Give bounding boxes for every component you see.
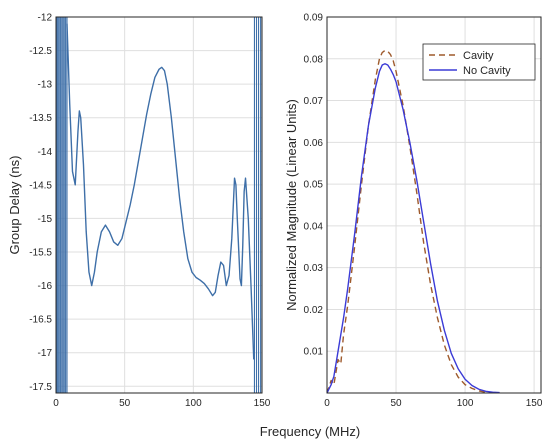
y-tick-label: 0.07 (304, 96, 324, 107)
y-tick-label: 0.04 (304, 221, 324, 232)
series-line-0 (66, 23, 255, 360)
y-tick-label: 0.06 (304, 138, 324, 149)
legend-box (422, 43, 536, 81)
y-tick-label: -13 (38, 80, 53, 91)
magnitude-plot: 0 50 100 150 0.01 0.02 0.03 0.04 0.05 0.06 0.07 0.0… (284, 13, 543, 410)
legend-label: No Cavity (463, 65, 511, 77)
group-delay-plot: 0 50 100 150 -12 -12.5 -13 -13.5 -14 -14.5 -15 -15.… (7, 13, 271, 410)
plot-frame (326, 16, 542, 394)
x-tick-label: 150 (526, 398, 543, 409)
y-tick-label: -12.5 (29, 46, 52, 57)
y-tick-label: -14 (38, 147, 53, 158)
y-tick-label: 0.05 (304, 180, 324, 191)
y-tick-label: 0.08 (304, 54, 324, 65)
x-tick-label: 150 (254, 398, 271, 409)
x-tick-label: 0 (324, 398, 330, 409)
x-tick-label: 100 (457, 398, 474, 409)
y-tick-label: 0.02 (304, 305, 324, 316)
plot-frame (55, 16, 263, 394)
x-tick-label: 50 (390, 398, 402, 409)
y-tick-label: -16.5 (29, 315, 52, 326)
plot-area (56, 17, 262, 393)
legend-label: Cavity (463, 50, 494, 62)
y-tick-label: 0.01 (304, 347, 324, 358)
x-tick-label: 100 (185, 398, 202, 409)
y-axis-label: Normalized Magnitude (Linear Units) (284, 99, 299, 311)
y-tick-label: -14.5 (29, 180, 52, 191)
y-tick-label: -15 (38, 214, 53, 225)
y-tick-label: -12 (38, 13, 53, 24)
x-tick-label: 50 (119, 398, 131, 409)
y-tick-label: -13.5 (29, 113, 52, 124)
x-axis-label: Frequency (MHz) (260, 424, 360, 439)
x-tick-label: 0 (53, 398, 59, 409)
series-line-cavity (327, 49, 500, 393)
y-tick-label: 0.09 (304, 13, 324, 24)
y-tick-label: -16 (38, 281, 53, 292)
y-tick-label: -15.5 (29, 248, 52, 259)
y-tick-label: -17 (38, 348, 53, 359)
y-axis-label: Group Delay (ns) (7, 156, 22, 255)
series-line-no-cavity (327, 63, 500, 393)
legend: Cavity No Cavity (422, 43, 536, 81)
y-tick-label: 0.03 (304, 263, 324, 274)
y-tick-label: -17.5 (29, 382, 52, 393)
